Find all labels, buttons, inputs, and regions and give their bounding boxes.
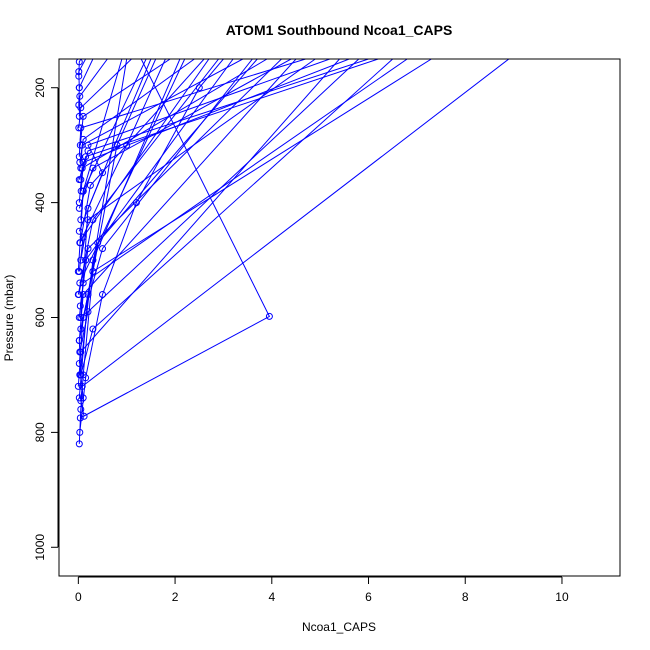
data-point xyxy=(75,153,83,161)
x-tick-label: 4 xyxy=(268,590,275,604)
y-axis: 200 400 600 800 1000 xyxy=(33,77,59,561)
data-point xyxy=(75,440,83,448)
series-line-38 xyxy=(79,59,205,243)
data-point xyxy=(99,169,106,177)
series-line-24 xyxy=(79,59,195,163)
data-point xyxy=(76,239,84,247)
x-tick-label: 10 xyxy=(555,590,569,604)
series-line-39 xyxy=(78,59,292,209)
series-line-32 xyxy=(77,59,219,295)
data-point xyxy=(75,112,83,120)
data-point xyxy=(75,204,83,212)
series-line-28 xyxy=(78,59,108,117)
series-line-25 xyxy=(78,59,306,157)
data-point xyxy=(84,291,92,298)
data-point xyxy=(89,325,97,333)
data-point xyxy=(84,204,92,212)
series-line-13 xyxy=(78,59,234,295)
data-point xyxy=(77,187,85,195)
series-line-22 xyxy=(78,59,379,180)
y-tick-label: 200 xyxy=(33,77,47,97)
data-point xyxy=(77,256,85,264)
series-line-12 xyxy=(79,59,282,307)
series-line-35 xyxy=(77,59,123,272)
data-point xyxy=(76,92,84,100)
data-point xyxy=(77,405,85,413)
series-line-34 xyxy=(80,59,152,318)
y-tick-label: 600 xyxy=(33,307,47,327)
plot-frame xyxy=(58,58,621,577)
series-layer xyxy=(74,59,510,448)
data-point xyxy=(75,337,83,344)
data-point xyxy=(99,245,106,253)
y-tick-label: 1000 xyxy=(33,534,47,561)
data-point xyxy=(84,147,92,155)
data-point xyxy=(76,141,84,149)
x-axis: 0 2 4 6 8 10 xyxy=(75,576,569,604)
data-point xyxy=(75,101,83,109)
data-point xyxy=(99,291,106,298)
data-point xyxy=(80,412,88,420)
data-point xyxy=(79,291,87,298)
y-tick-label: 400 xyxy=(33,192,47,212)
series-line-9 xyxy=(79,59,360,353)
series-line-37 xyxy=(78,59,128,398)
series-line-8 xyxy=(78,59,253,364)
series-line-11 xyxy=(78,59,408,318)
series-line-5 xyxy=(80,59,394,398)
data-point xyxy=(75,84,83,92)
data-point xyxy=(76,371,84,379)
x-tick-label: 6 xyxy=(365,590,372,604)
data-point xyxy=(74,268,82,275)
series-line-26 xyxy=(79,59,171,146)
chart-title: ATOM1 Southbound Ncoa1_CAPS xyxy=(226,22,453,38)
y-axis-label: Pressure (mbar) xyxy=(2,275,16,362)
series-line-4 xyxy=(80,59,510,417)
series-line-23 xyxy=(80,59,244,169)
data-point xyxy=(76,414,84,422)
series-line-40 xyxy=(80,59,369,180)
data-point xyxy=(77,124,85,132)
data-point xyxy=(89,216,97,224)
data-point xyxy=(76,302,84,310)
series-line-6 xyxy=(77,59,340,387)
data-point xyxy=(74,291,82,298)
data-point xyxy=(79,394,87,402)
data-point xyxy=(79,187,87,195)
series-line-33 xyxy=(78,59,258,341)
data-point xyxy=(75,72,83,80)
data-point xyxy=(75,59,83,66)
data-point xyxy=(77,176,85,184)
x-tick-label: 8 xyxy=(462,590,469,604)
data-point xyxy=(75,394,83,402)
series-line-16 xyxy=(80,59,316,261)
series-line-2 xyxy=(79,59,224,433)
x-tick-label: 0 xyxy=(75,590,82,604)
data-point xyxy=(75,124,83,132)
x-tick-label: 2 xyxy=(172,590,179,604)
series-line-31 xyxy=(78,59,82,77)
data-point xyxy=(74,382,82,390)
x-axis-label: Ncoa1_CAPS xyxy=(302,620,376,634)
data-point xyxy=(76,428,84,436)
data-point xyxy=(89,164,97,172)
data-point xyxy=(265,312,273,320)
data-point xyxy=(77,314,85,321)
y-tick-label: 800 xyxy=(33,422,47,442)
